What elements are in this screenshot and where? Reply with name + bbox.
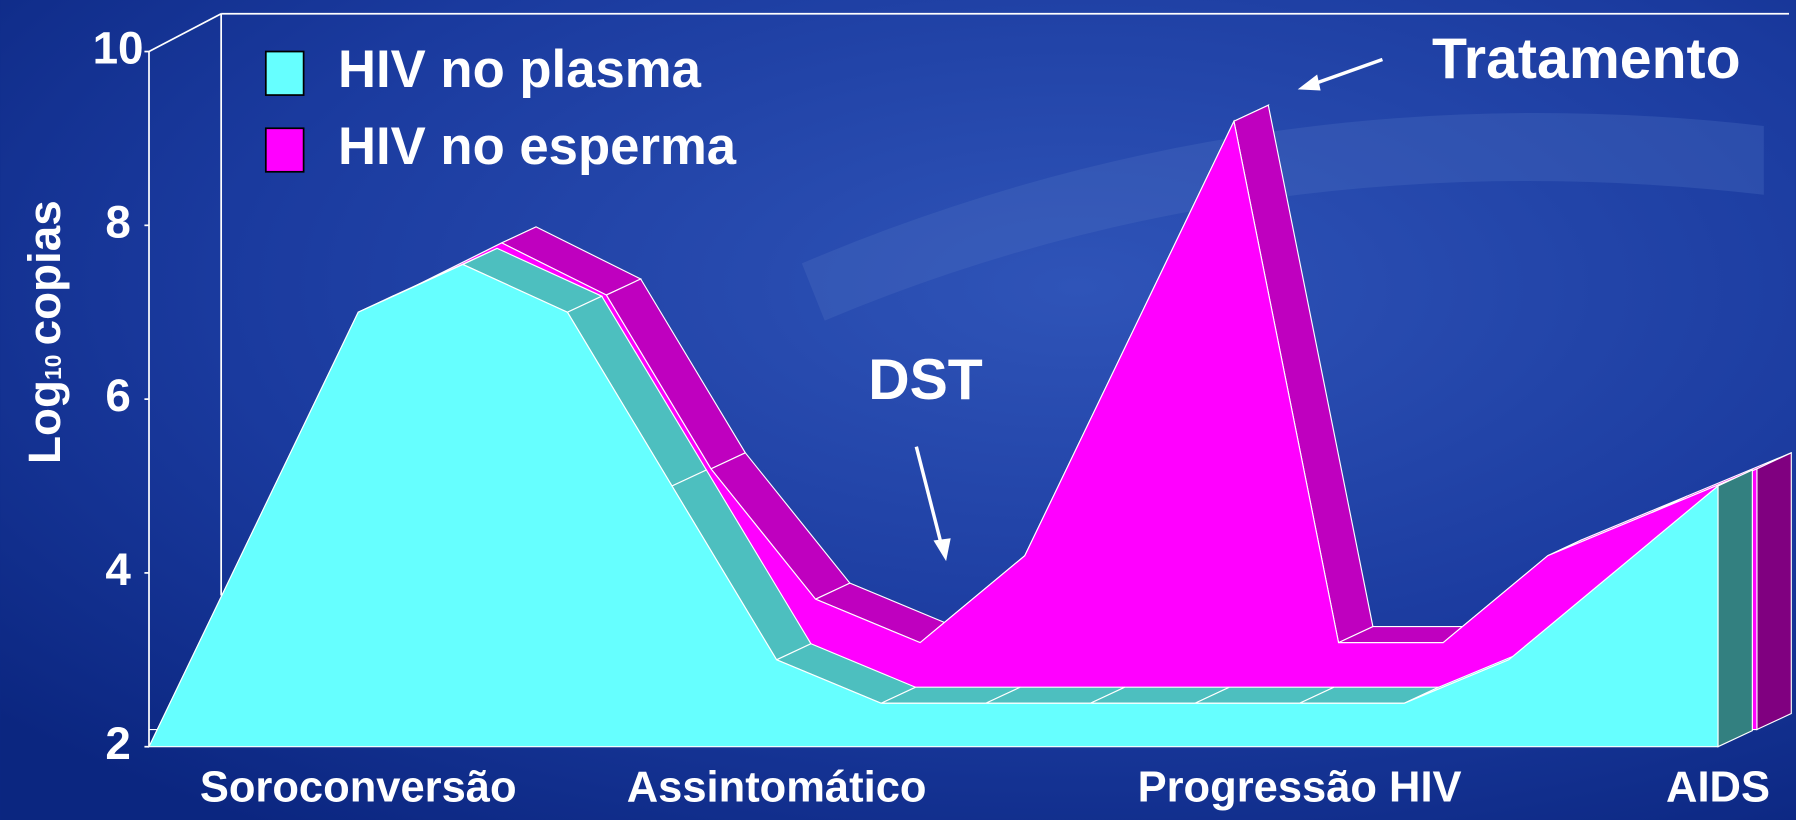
annotation-arrow: [1310, 57, 1384, 87]
series-group: [147, 247, 1753, 748]
area-end: [1717, 469, 1753, 748]
x-tick-label: Assintomático: [627, 764, 927, 812]
y-label-rest: copias: [19, 200, 70, 345]
area: [148, 263, 1719, 748]
y-tick-label: 6: [105, 370, 130, 421]
y-axis-label: Log10 copias: [19, 200, 70, 464]
annotation-arrowhead: [933, 538, 951, 562]
legend-label: HIV no esperma: [338, 117, 737, 176]
y-tick-label: 8: [105, 196, 130, 247]
legend-swatch: [264, 50, 305, 96]
x-tick-label: Soroconversão: [200, 764, 517, 812]
legend-swatch: [264, 127, 305, 173]
legend-label: HIV no plasma: [338, 40, 702, 99]
annotation: DST: [868, 348, 983, 412]
background-banner: [801, 112, 1764, 321]
frame-edge: [148, 12, 222, 53]
annotation-arrow: [914, 446, 945, 551]
x-tick-label: Progressão HIV: [1138, 764, 1462, 812]
area-end: [1756, 451, 1792, 731]
y-label-subscript: 10: [40, 355, 66, 380]
annotation-arrowhead: [1297, 74, 1321, 91]
x-tick-label: AIDS: [1666, 764, 1770, 812]
plot: [147, 104, 1792, 748]
y-tick-label: 10: [93, 23, 144, 74]
annotation: Tratamento: [1432, 27, 1741, 91]
y-label-base: Log: [19, 380, 70, 464]
y-tick-label: 4: [105, 544, 131, 595]
y-tick-label: 2: [105, 718, 130, 769]
